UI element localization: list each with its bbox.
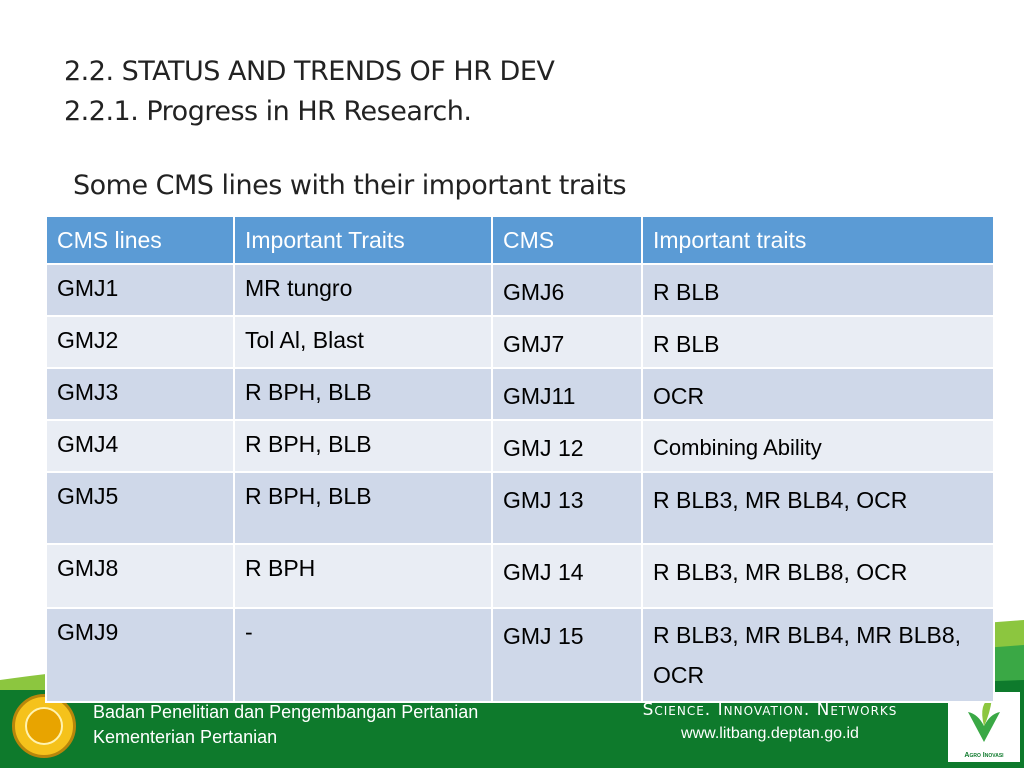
website-url: www.litbang.deptan.go.id bbox=[681, 725, 859, 742]
cell: GMJ 14 bbox=[491, 543, 643, 609]
cell: R BLB bbox=[641, 263, 995, 317]
header-important-traits-2: Important traits bbox=[641, 215, 995, 265]
header-important-traits: Important Traits bbox=[233, 215, 493, 265]
ministry-name: Kementerian Pertanian bbox=[93, 727, 278, 747]
cell: GMJ11 bbox=[491, 367, 643, 421]
cell: GMJ 12 bbox=[491, 419, 643, 473]
cell: R BLB3, MR BLB4, OCR bbox=[641, 471, 995, 545]
table-caption: Some CMS lines with their important trai… bbox=[73, 170, 627, 201]
table-row: GMJ5 R BPH, BLB GMJ 13 R BLB3, MR BLB4, … bbox=[45, 471, 995, 545]
agro-inovasi-logo-icon: Agro Inovasi bbox=[948, 692, 1020, 762]
agro-inovasi-caption: Agro Inovasi bbox=[964, 752, 1004, 759]
footer-organization: Badan Penelitian dan Pengembangan Pertan… bbox=[93, 700, 478, 750]
cms-lines-table: CMS lines Important Traits CMS Important… bbox=[45, 215, 995, 703]
cell: R BLB3, MR BLB8, OCR bbox=[641, 543, 995, 609]
cell: GMJ 15 bbox=[491, 607, 643, 703]
header-cms-lines: CMS lines bbox=[45, 215, 235, 265]
header-cms: CMS bbox=[491, 215, 643, 265]
cell: GMJ3 bbox=[45, 367, 235, 421]
cell: R BPH bbox=[233, 543, 493, 609]
cell: GMJ 13 bbox=[491, 471, 643, 545]
table-row: GMJ8 R BPH GMJ 14 R BLB3, MR BLB8, OCR bbox=[45, 543, 995, 609]
table-row: GMJ9 - GMJ 15 R BLB3, MR BLB4, MR BLB8, … bbox=[45, 607, 995, 703]
heading-line-2: 2.2.1. Progress in HR Research. bbox=[64, 96, 472, 127]
cell: GMJ9 bbox=[45, 607, 235, 703]
cell: GMJ8 bbox=[45, 543, 235, 609]
cell: GMJ7 bbox=[491, 315, 643, 369]
table-row: GMJ3 R BPH, BLB GMJ11 OCR bbox=[45, 367, 995, 421]
slide-heading: 2.2. STATUS AND TRENDS OF HR DEV 2.2.1. … bbox=[64, 52, 555, 132]
table-header-row: CMS lines Important Traits CMS Important… bbox=[45, 215, 995, 265]
footer-branding: Science. Innovation. Networks www.litban… bbox=[600, 700, 940, 743]
cell: GMJ1 bbox=[45, 263, 235, 317]
cell: OCR bbox=[641, 367, 995, 421]
cell: R BPH, BLB bbox=[233, 367, 493, 421]
heading-line-1: 2.2. STATUS AND TRENDS OF HR DEV bbox=[64, 56, 555, 87]
org-name: Badan Penelitian dan Pengembangan Pertan… bbox=[93, 702, 479, 722]
ministry-logo-icon bbox=[12, 694, 76, 758]
cell: MR tungro bbox=[233, 263, 493, 317]
cell: GMJ5 bbox=[45, 471, 235, 545]
table-row: GMJ1 MR tungro GMJ6 R BLB bbox=[45, 263, 995, 317]
cell: R BLB bbox=[641, 315, 995, 369]
cell: R BLB3, MR BLB4, MR BLB8, OCR bbox=[641, 607, 995, 703]
cell: Tol Al, Blast bbox=[233, 315, 493, 369]
cell: Combining Ability bbox=[641, 419, 995, 473]
cell: R BPH, BLB bbox=[233, 419, 493, 473]
cell: GMJ2 bbox=[45, 315, 235, 369]
table-row: GMJ4 R BPH, BLB GMJ 12 Combining Ability bbox=[45, 419, 995, 473]
cell: - bbox=[233, 607, 493, 703]
cell: R BPH, BLB bbox=[233, 471, 493, 545]
footer-bar bbox=[0, 690, 1024, 768]
tagline: Science. Innovation. Networks bbox=[642, 700, 898, 720]
table-row: GMJ2 Tol Al, Blast GMJ7 R BLB bbox=[45, 315, 995, 369]
cell: GMJ6 bbox=[491, 263, 643, 317]
cell: GMJ4 bbox=[45, 419, 235, 473]
